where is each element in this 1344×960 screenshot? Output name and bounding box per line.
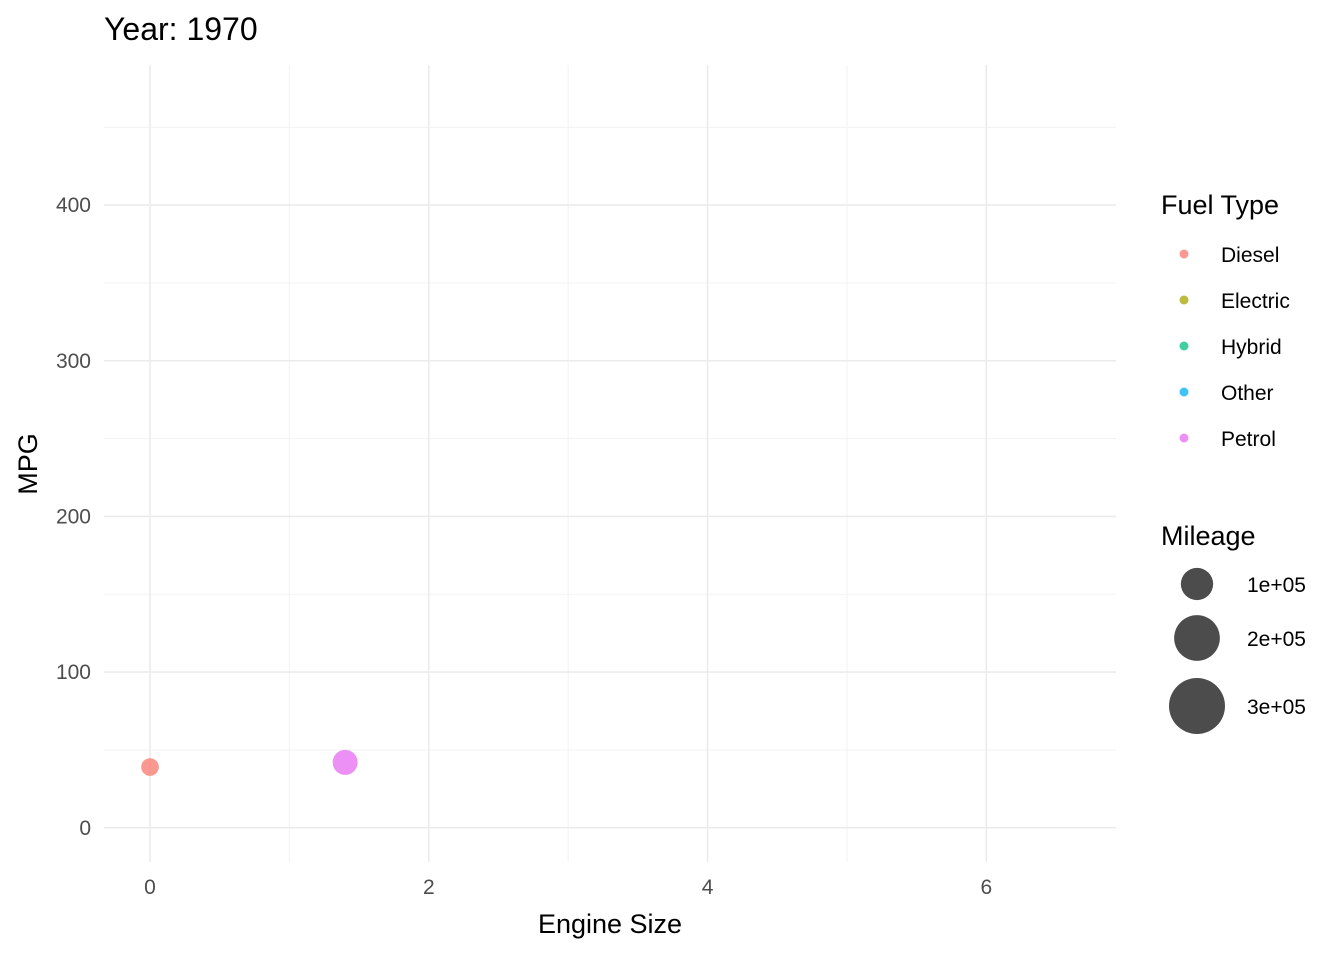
legend-key-electric [1179, 295, 1189, 305]
x-tick-label: 4 [702, 876, 714, 899]
x-tick-label: 6 [981, 876, 993, 899]
y-tick-label: 400 [56, 194, 91, 217]
legend-key-other [1179, 387, 1189, 397]
fuel-type-legend-title: Fuel Type [1161, 190, 1279, 220]
y-tick-label: 100 [56, 661, 91, 684]
legend-key-petrol [1179, 433, 1189, 443]
y-tick-label: 0 [79, 817, 91, 840]
mileage-legend: Mileage 1e+05 2e+05 3e+05 [1161, 521, 1306, 734]
legend-key-hybrid [1179, 341, 1189, 351]
size-key-2 [1174, 615, 1220, 661]
x-tick-label: 0 [144, 876, 156, 899]
size-legend-label: 2e+05 [1247, 628, 1306, 651]
chart-title: Year: 1970 [104, 11, 258, 47]
y-tick-label: 300 [56, 350, 91, 373]
legend-label-diesel: Diesel [1221, 244, 1279, 267]
size-legend-label: 3e+05 [1247, 696, 1306, 719]
legend-key-diesel [1179, 249, 1189, 259]
legend-label-hybrid: Hybrid [1221, 336, 1282, 359]
mileage-legend-title: Mileage [1161, 521, 1256, 551]
fuel-type-legend: Fuel Type Diesel Electric Hybrid Other Petro… [1161, 190, 1290, 451]
legend-label-electric: Electric [1221, 290, 1290, 313]
size-key-1 [1180, 567, 1214, 601]
legend-label-petrol: Petrol [1221, 428, 1276, 451]
x-tick-label: 2 [423, 876, 435, 899]
y-axis-title: MPG [13, 433, 43, 495]
plot-panel [104, 65, 1116, 862]
legend-label-other: Other [1221, 382, 1274, 405]
x-axis-title: Engine Size [538, 909, 682, 939]
data-point-petrol [332, 749, 358, 775]
y-tick-label: 200 [56, 505, 91, 528]
size-key-3 [1169, 678, 1225, 734]
data-point-diesel [141, 758, 159, 776]
size-legend-label: 1e+05 [1247, 574, 1306, 597]
